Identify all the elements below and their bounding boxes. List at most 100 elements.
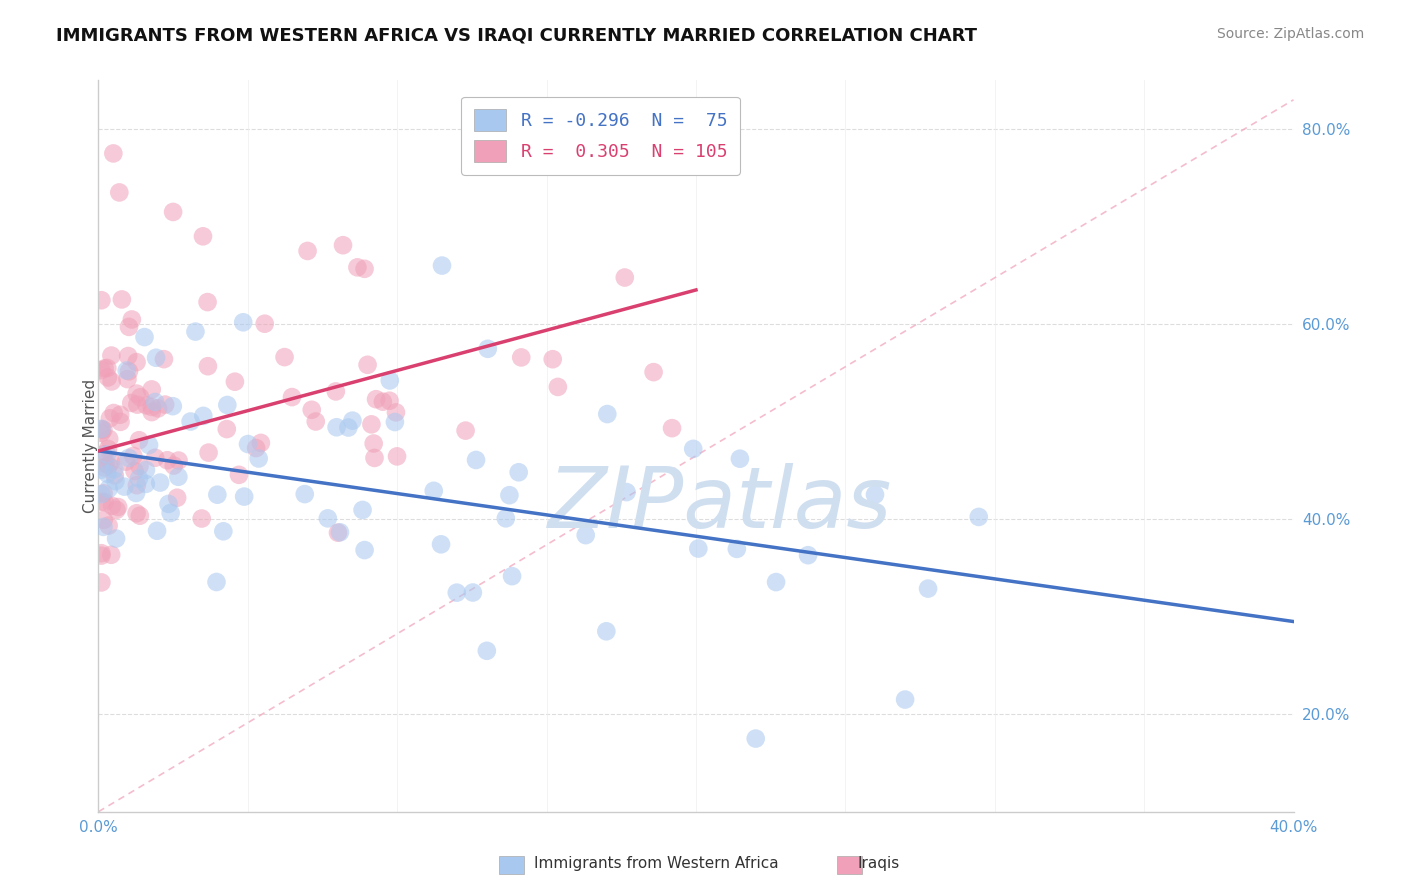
- Point: [104, 468, 127, 483]
- Point: [294, 487, 316, 501]
- Point: [498, 488, 520, 502]
- Point: [212, 524, 235, 539]
- Point: [110, 415, 132, 429]
- Point: [135, 398, 157, 412]
- Point: [894, 692, 917, 706]
- Point: [163, 458, 186, 473]
- Point: [98, 432, 121, 446]
- Point: [156, 453, 179, 467]
- Point: [128, 459, 150, 474]
- Point: [90, 422, 112, 436]
- Point: [917, 582, 939, 596]
- Point: [90, 293, 112, 308]
- Point: [352, 503, 374, 517]
- Point: [371, 394, 394, 409]
- Point: [112, 480, 135, 494]
- Point: [143, 395, 166, 409]
- Point: [94, 457, 117, 471]
- Point: [90, 546, 112, 560]
- Point: [107, 500, 129, 514]
- Point: [423, 483, 446, 498]
- Point: [125, 478, 148, 492]
- Point: [385, 450, 408, 464]
- Point: [105, 532, 128, 546]
- Point: [117, 372, 139, 386]
- Point: [326, 525, 349, 540]
- Point: [477, 342, 499, 356]
- Point: [863, 488, 886, 502]
- Point: [167, 470, 190, 484]
- Point: [125, 355, 148, 369]
- Text: Iraqis: Iraqis: [858, 856, 900, 871]
- Point: [97, 442, 120, 456]
- Point: [595, 624, 617, 639]
- Point: [725, 541, 748, 556]
- Point: [120, 396, 142, 410]
- Point: [224, 375, 246, 389]
- Point: [90, 463, 112, 477]
- Point: [236, 437, 259, 451]
- Point: [149, 475, 172, 490]
- Point: [475, 644, 498, 658]
- Point: [215, 422, 238, 436]
- Point: [325, 384, 347, 399]
- Point: [100, 375, 122, 389]
- Point: [616, 485, 638, 500]
- Point: [128, 508, 150, 523]
- Point: [97, 482, 120, 496]
- Point: [297, 244, 319, 258]
- Point: [96, 467, 118, 481]
- Point: [159, 506, 181, 520]
- Point: [501, 569, 523, 583]
- Point: [90, 495, 112, 509]
- Point: [162, 205, 184, 219]
- Point: [96, 448, 118, 462]
- Point: [162, 399, 184, 413]
- Point: [207, 488, 229, 502]
- Point: [184, 325, 207, 339]
- Point: [143, 450, 166, 465]
- Point: [495, 511, 517, 525]
- Point: [118, 319, 141, 334]
- Point: [128, 471, 150, 485]
- Point: [121, 312, 143, 326]
- Point: [508, 465, 530, 479]
- Point: [454, 424, 477, 438]
- Point: [342, 414, 364, 428]
- Point: [232, 315, 254, 329]
- Point: [197, 359, 219, 374]
- Legend: R = -0.296  N =  75, R =  0.305  N = 105: R = -0.296 N = 75, R = 0.305 N = 105: [461, 96, 740, 175]
- Point: [191, 229, 214, 244]
- Point: [510, 351, 533, 365]
- Point: [125, 486, 148, 500]
- Point: [93, 423, 115, 437]
- Point: [197, 295, 219, 310]
- Point: [430, 537, 453, 551]
- Point: [100, 548, 122, 562]
- Point: [93, 486, 115, 500]
- Point: [115, 455, 138, 469]
- Point: [250, 436, 273, 450]
- Point: [363, 436, 385, 450]
- Point: [356, 358, 378, 372]
- Point: [329, 525, 352, 540]
- Point: [353, 543, 375, 558]
- Point: [596, 407, 619, 421]
- Point: [233, 490, 256, 504]
- Point: [118, 450, 141, 465]
- Point: [105, 503, 128, 517]
- Point: [197, 445, 219, 459]
- Point: [96, 361, 118, 376]
- Point: [167, 453, 190, 467]
- Point: [141, 405, 163, 419]
- Point: [97, 458, 120, 473]
- Point: [180, 415, 202, 429]
- Point: [166, 491, 188, 505]
- Point: [135, 476, 157, 491]
- Point: [346, 260, 368, 275]
- Text: Immigrants from Western Africa: Immigrants from Western Africa: [534, 856, 779, 871]
- Point: [90, 422, 112, 436]
- Text: IMMIGRANTS FROM WESTERN AFRICA VS IRAQI CURRENTLY MARRIED CORRELATION CHART: IMMIGRANTS FROM WESTERN AFRICA VS IRAQI …: [56, 27, 977, 45]
- Point: [430, 259, 453, 273]
- Point: [90, 487, 112, 501]
